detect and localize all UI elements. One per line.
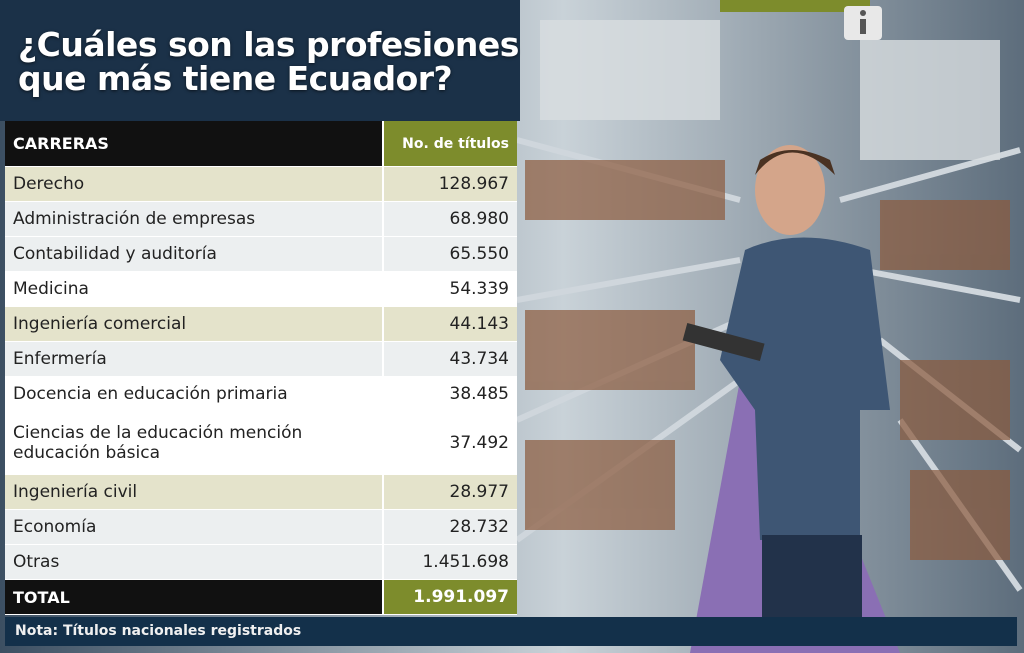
title-line: que más tiene Ecuador? [18,59,453,98]
table-row: Derecho 128.967 [5,166,517,202]
number-cell: 44.143 [382,306,517,342]
label-cell: TOTAL [5,579,383,615]
number-cell: 54.339 [382,271,517,307]
table-row: Economía 28.732 [5,509,517,545]
number-cell: 43.734 [382,341,517,377]
label-cell: Derecho [5,166,383,202]
table-row: Ingeniería comercial 44.143 [5,306,517,342]
number-cell: 1.991.097 [382,579,517,615]
label-cell: Economía [5,509,383,545]
title-line: ¿Cuáles son las profesiones [18,25,519,64]
label-cell: Docencia en educación primaria [5,376,383,412]
number-cell: 37.492 [382,411,517,475]
table-row: Otras 1.451.698 [5,544,517,580]
number-cell: 28.732 [382,509,517,545]
label-cell: CARRERAS [5,121,383,167]
label-cell: Ciencias de la educación mención educaci… [5,411,383,475]
table-row: Contabilidad y auditoría 65.550 [5,236,517,272]
number-cell: 128.967 [382,166,517,202]
table-row: Medicina 54.339 [5,271,517,307]
table-row: CARRERAS No. de títulos [5,121,517,167]
table-row: Docencia en educación primaria 38.485 [5,376,517,412]
table-row: Ingeniería civil 28.977 [5,474,517,510]
label-cell: Otras [5,544,383,580]
number-cell: 38.485 [382,376,517,412]
number-cell: 68.980 [382,201,517,237]
label-cell: Ingeniería civil [5,474,383,510]
footnote: Nota: Títulos nacionales registrados [5,617,1017,646]
data-table: CARRERAS No. de títulos Derecho 128.967 Admi… [5,121,517,615]
number-cell: No. de títulos [382,121,517,167]
table-row: Administración de empresas 68.980 [5,201,517,237]
number-cell: 65.550 [382,236,517,272]
label-cell: Enfermería [5,341,383,377]
table-row: Ciencias de la educación mención educaci… [5,411,517,475]
table-row: Enfermería 43.734 [5,341,517,377]
number-cell: 1.451.698 [382,544,517,580]
label-cell: Contabilidad y auditoría [5,236,383,272]
title: ¿Cuáles son las profesiones que más tiene… [18,28,519,96]
label-cell: Medicina [5,271,383,307]
number-cell: 28.977 [382,474,517,510]
table-row: TOTAL 1.991.097 [5,579,517,615]
label-cell: Administración de empresas [5,201,383,237]
label-cell: Ingeniería comercial [5,306,383,342]
